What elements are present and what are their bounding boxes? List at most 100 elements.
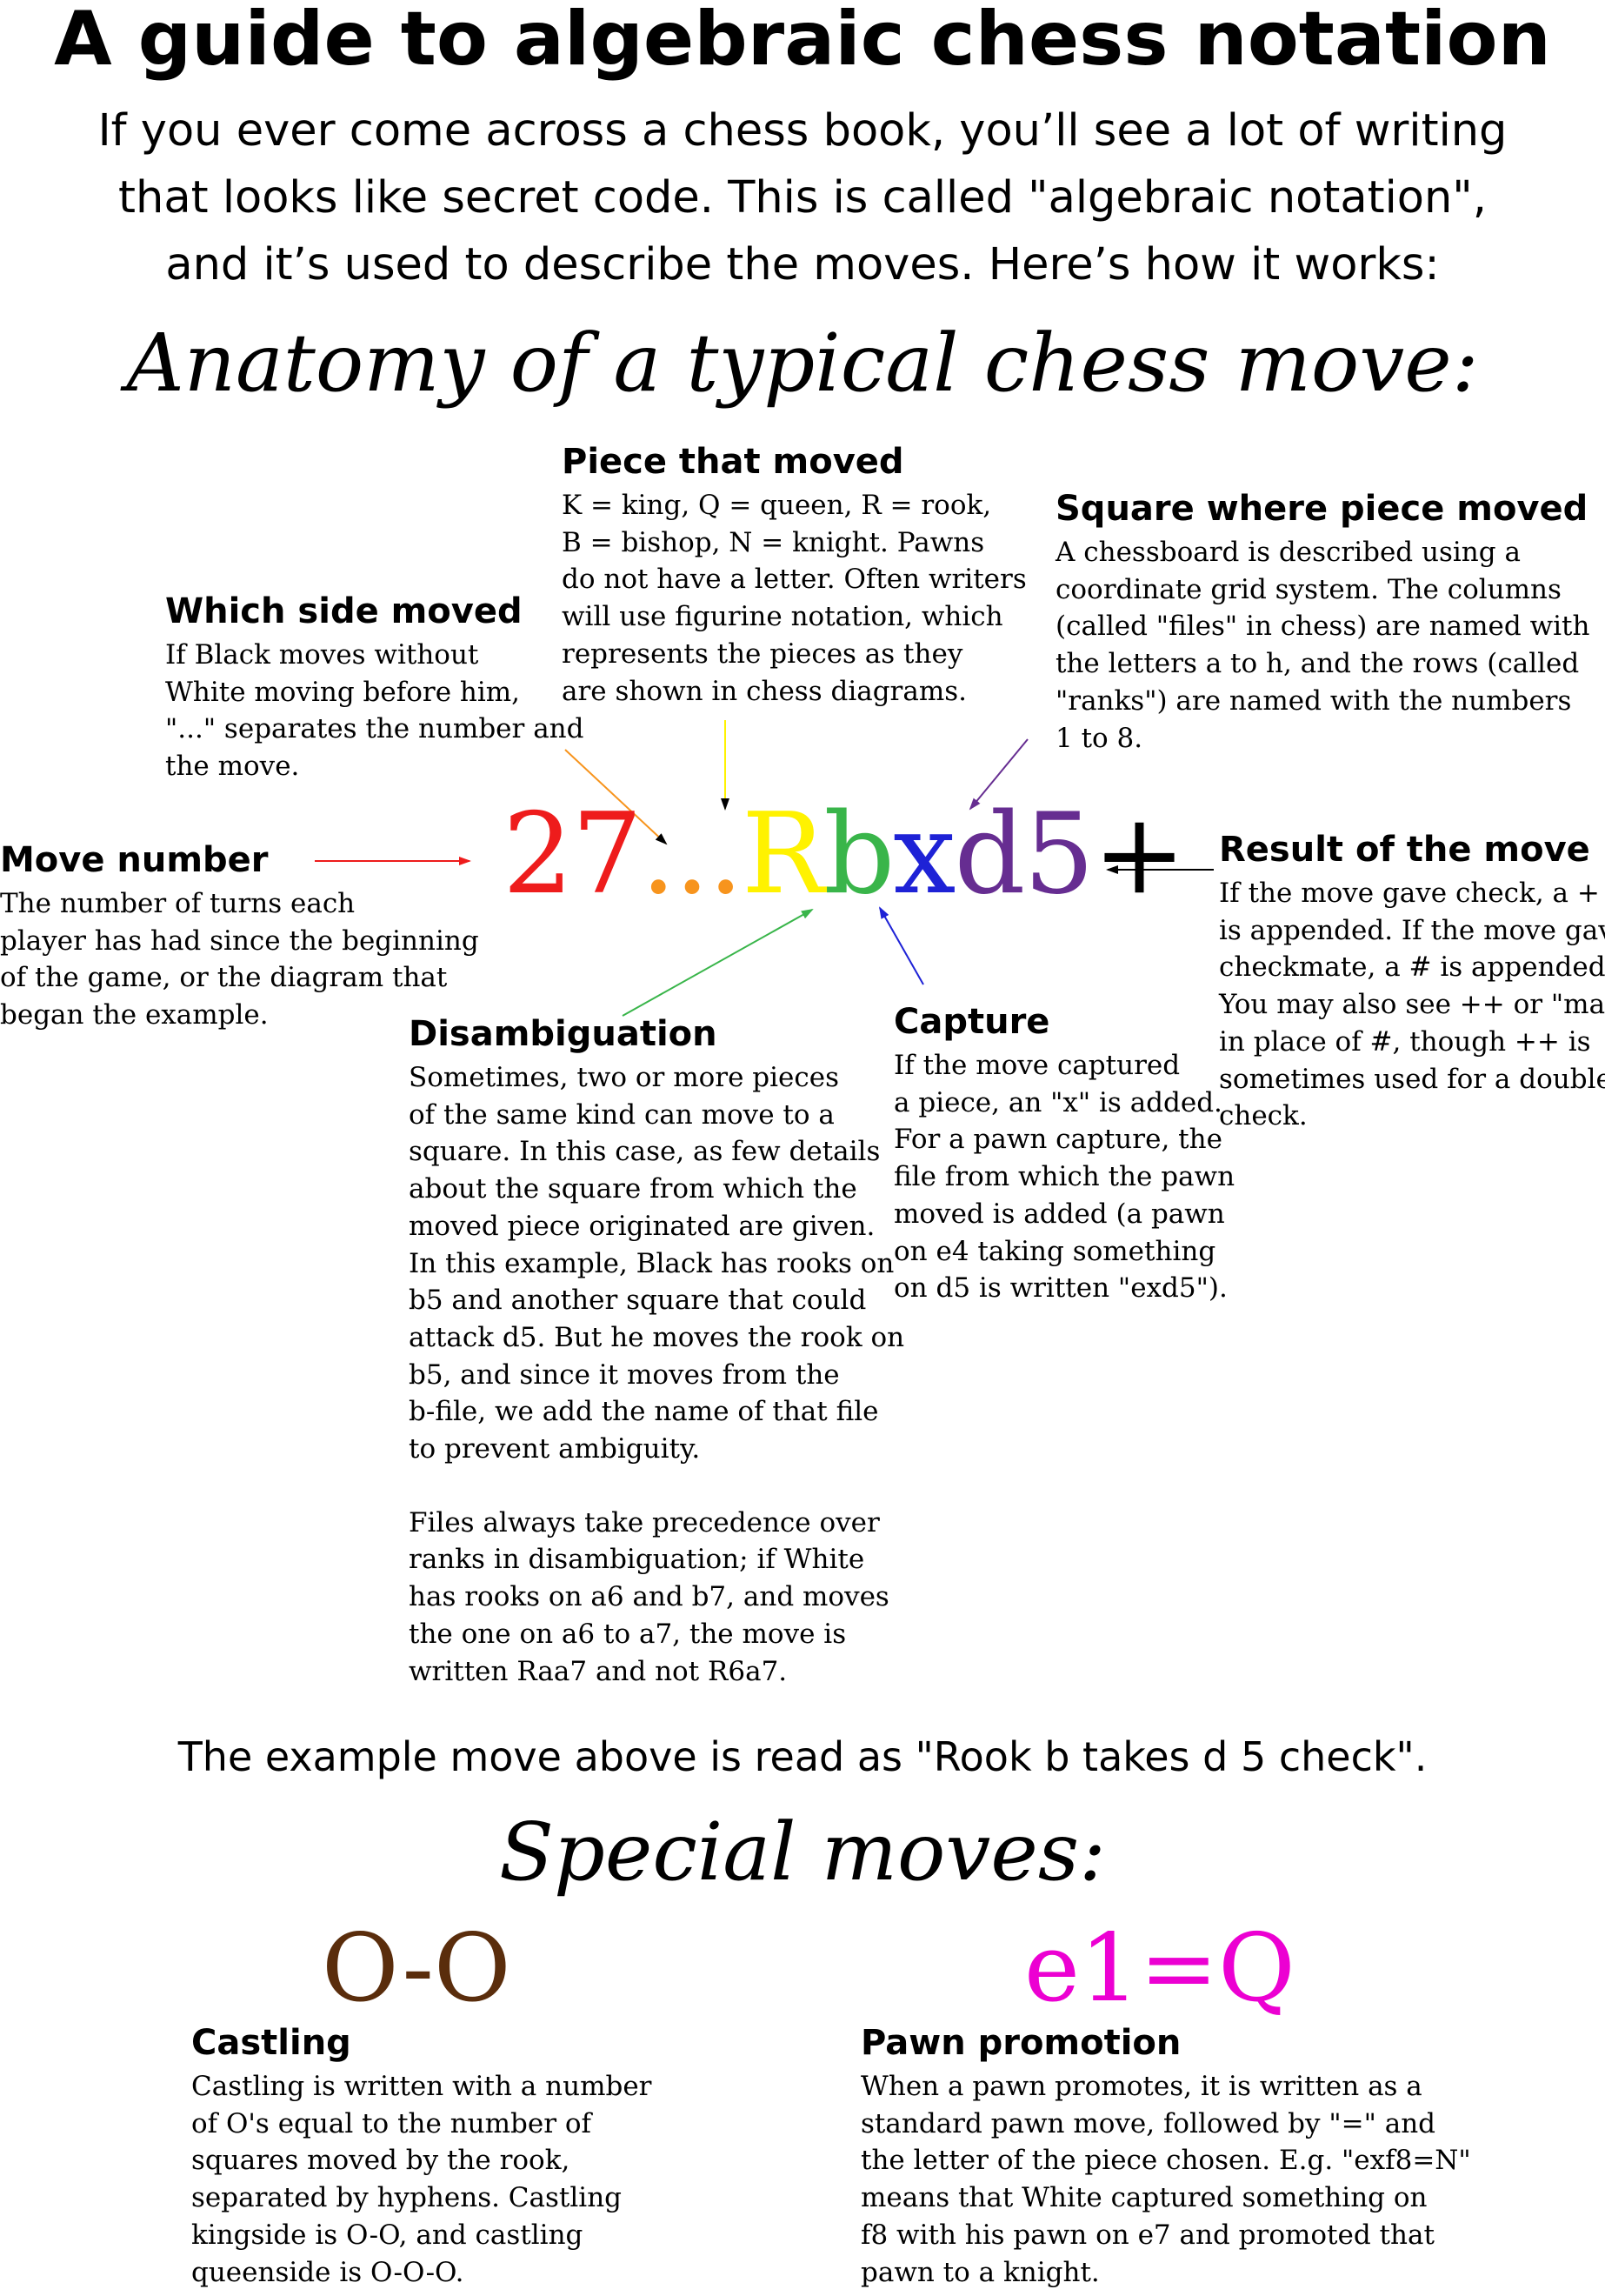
promotion-notation: e1=Q (1024, 1914, 1295, 2023)
body-line: For a pawn capture, the (894, 1124, 1222, 1156)
body-line: written Raa7 and not R6a7. (409, 1655, 788, 1687)
body-line: are shown in chess diagrams. (562, 675, 968, 707)
castling-notation: O-O (322, 1914, 511, 2023)
body-line: checkmate, a # is appended. (1219, 951, 1605, 984)
body-line: Sometimes, two or more pieces (409, 1062, 840, 1093)
result-heading: Result of the move (1219, 830, 1590, 870)
body-line: of the same kind can move to a (409, 1098, 835, 1131)
body-line: (called "files" in chess) are named with (1056, 611, 1590, 643)
body-line: ranks in disambiguation; if White (409, 1544, 865, 1576)
body-line: represents the pieces as they (562, 637, 963, 670)
move-number-label: Move number The number of turns each pla… (0, 840, 479, 1034)
body-line: In this example, Black has rooks on (409, 1247, 895, 1279)
intro-line: If you ever come across a chess book, yo… (97, 105, 1508, 157)
castling-heading: Castling (191, 2023, 351, 2063)
body-line: Castling is written with a number (191, 2071, 652, 2102)
body-line: moved is added (a pawn (894, 1198, 1225, 1230)
body-line: of O's equal to the number of (191, 2107, 592, 2139)
body-line: player has had since the beginning (0, 924, 479, 957)
body-line: the move. (165, 751, 300, 783)
body-line: When a pawn promotes, it is written as a (861, 2071, 1422, 2102)
body-line: in place of #, though ++ is (1219, 1025, 1591, 1058)
capture-arrow (879, 906, 924, 985)
check-part: + (1092, 790, 1186, 919)
piece-moved-label: Piece that moved K = king, Q = queen, R … (562, 442, 1027, 710)
square-moved-heading: Square where piece moved (1056, 489, 1588, 529)
body-line: kingside is O-O, and castling (191, 2219, 583, 2251)
body-line: sometimes used for a double (1219, 1063, 1605, 1095)
move-number-heading: Move number (0, 840, 269, 880)
body-line: began the example. (0, 999, 269, 1031)
body-line: If the move captured (894, 1050, 1181, 1081)
body-line: is appended. If the move gave (1219, 914, 1605, 946)
body-line: of the game, or the diagram that (0, 962, 448, 994)
body-line: moved piece originated are given. (409, 1210, 876, 1242)
body-line: means that White captured something on (861, 2182, 1428, 2214)
page-title: A guide to algebraic chess notation (54, 0, 1551, 83)
body-line: the letter of the piece chosen. E.g. "ex… (861, 2145, 1471, 2177)
body-line: B = bishop, N = knight. Pawns (562, 526, 985, 558)
promotion-heading: Pawn promotion (861, 2023, 1182, 2063)
square-file-part: d (954, 790, 1025, 919)
result-label: Result of the move If the move gave chec… (1219, 830, 1605, 1135)
body-line: pawn to a knight. (861, 2256, 1100, 2288)
body-line: the letters a to h, and the rows (called (1056, 648, 1580, 680)
body-line: has rooks on a6 and b7, and moves (409, 1581, 889, 1613)
capture-part: x (893, 790, 956, 919)
side-moved-arrow (564, 749, 668, 845)
file-part: b (823, 790, 895, 919)
ellipsis-part: ... (640, 790, 743, 919)
body-line: coordinate grid system. The columns (1056, 573, 1562, 605)
body-line: If the move gave check, a + (1219, 878, 1600, 909)
disambiguation-arrow (622, 909, 814, 1017)
move-number-part: 27 (503, 790, 643, 919)
side-moved-heading: Which side moved (165, 591, 523, 631)
capture-heading: Capture (894, 1002, 1050, 1042)
body-line: standard pawn move, followed by "=" and (861, 2107, 1436, 2139)
example-move: 27...Rbxd5+ (503, 790, 1186, 920)
piece-part: R (741, 790, 825, 919)
square-rank-part: 5 (1023, 790, 1094, 919)
body-line: "ranks") are named with the numbers (1056, 684, 1572, 717)
body-line: b5 and another square that could (409, 1285, 867, 1317)
body-line: attack d5. But he moves the rook on (409, 1321, 905, 1353)
body-line: do not have a letter. Often writers (562, 564, 1027, 596)
body-line: on e4 taking something (894, 1235, 1216, 1267)
body-line: 1 to 8. (1056, 722, 1143, 754)
disambiguation-label: Disambiguation Sometimes, two or more pi… (409, 1014, 904, 1690)
body-line: K = king, Q = queen, R = rook, (562, 490, 992, 521)
body-line: the one on a6 to a7, the move is (409, 1618, 847, 1650)
special-moves-heading: Special moves: (498, 1805, 1107, 1899)
promotion-block: Pawn promotion When a pawn promotes, it … (861, 2023, 1471, 2291)
body-line: will use figurine notation, which (562, 601, 1003, 633)
side-moved-label: Which side moved If Black moves without … (165, 591, 583, 785)
body-line: Files always take precedence over (409, 1506, 880, 1538)
body-line: f8 with his pawn on e7 and promoted that (861, 2219, 1435, 2251)
body-line: You may also see ++ or "mate" (1219, 989, 1605, 1021)
capture-label: Capture If the move captured a piece, an… (894, 1002, 1235, 1307)
body-line: to prevent ambiguity. (409, 1433, 701, 1465)
square-moved-arrow (969, 738, 1029, 811)
body-line: queenside is O-O-O. (191, 2256, 464, 2288)
body-line: check. (1219, 1100, 1308, 1132)
body-line: on d5 is written "exd5"). (894, 1272, 1228, 1305)
body-line: squares moved by the rook, (191, 2145, 570, 2177)
disambiguation-heading: Disambiguation (409, 1014, 717, 1054)
body-line: a piece, an "x" is added. (894, 1086, 1222, 1118)
body-line: The number of turns each (0, 888, 356, 919)
piece-moved-heading: Piece that moved (562, 442, 904, 482)
read-as-sentence: The example move above is read as "Rook … (177, 1733, 1428, 1780)
body-line: separated by hyphens. Castling (191, 2182, 623, 2214)
body-line: If Black moves without (165, 639, 479, 671)
castling-block: Castling Castling is written with a numb… (191, 2023, 651, 2291)
intro-paragraph: If you ever come across a chess book, yo… (52, 97, 1553, 298)
body-line: b-file, we add the name of that file (409, 1396, 879, 1428)
intro-line: and it’s used to describe the moves. Her… (165, 239, 1440, 290)
body-line: about the square from which the (409, 1173, 857, 1205)
body-line: A chessboard is described using a (1056, 537, 1521, 568)
body-line: White moving before him, (165, 676, 521, 708)
intro-line: that looks like secret code. This is cal… (118, 172, 1487, 224)
body-line: file from which the pawn (894, 1161, 1235, 1193)
body-line: b5, and since it moves from the (409, 1358, 840, 1391)
